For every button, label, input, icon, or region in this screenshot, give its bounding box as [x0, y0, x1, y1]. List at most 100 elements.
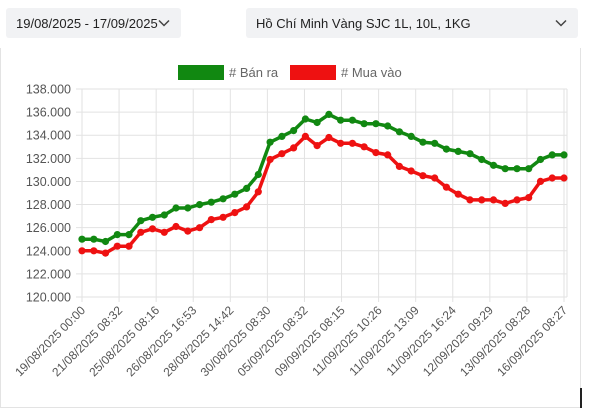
data-point[interactable]	[90, 247, 98, 255]
data-point[interactable]	[466, 150, 474, 158]
data-point[interactable]	[301, 115, 309, 123]
data-point[interactable]	[431, 139, 439, 147]
text-cursor-mark	[580, 388, 582, 408]
data-point[interactable]	[125, 242, 133, 250]
data-point[interactable]	[442, 183, 450, 191]
data-point[interactable]	[431, 174, 439, 182]
data-point[interactable]	[442, 145, 450, 153]
data-point[interactable]	[348, 116, 356, 124]
data-point[interactable]	[219, 213, 227, 221]
data-point[interactable]	[254, 170, 262, 179]
filter-bar: 19/08/2025 - 17/09/2025 Hồ Chí Minh Vàng…	[0, 0, 597, 48]
data-point[interactable]	[278, 150, 286, 158]
data-point[interactable]	[290, 144, 298, 152]
data-point[interactable]	[231, 190, 239, 198]
data-point[interactable]	[301, 132, 309, 140]
data-point[interactable]	[290, 127, 298, 135]
data-point[interactable]	[101, 249, 110, 257]
data-point[interactable]	[466, 196, 474, 204]
data-point[interactable]	[137, 228, 145, 236]
legend-swatch[interactable]	[290, 65, 336, 80]
data-point[interactable]	[513, 196, 521, 204]
data-point[interactable]	[560, 151, 568, 159]
data-point[interactable]	[372, 120, 380, 128]
data-point[interactable]	[536, 177, 545, 185]
data-point[interactable]	[313, 142, 321, 150]
data-point[interactable]	[90, 235, 98, 243]
data-point[interactable]	[395, 162, 403, 170]
date-range-select[interactable]: 19/08/2025 - 17/09/2025	[6, 8, 181, 38]
data-point[interactable]	[254, 188, 262, 196]
legend-label[interactable]: # Bán ra	[229, 65, 279, 80]
data-point[interactable]	[137, 217, 145, 225]
data-point[interactable]	[525, 165, 533, 173]
legend-label[interactable]: # Mua vào	[341, 65, 402, 80]
data-point[interactable]	[525, 194, 533, 202]
data-point[interactable]	[501, 165, 509, 173]
data-point[interactable]	[113, 242, 121, 250]
chart-frame-right	[580, 48, 581, 408]
y-tick-label: 126.000	[26, 221, 71, 235]
data-point[interactable]	[489, 161, 498, 169]
data-point[interactable]	[513, 165, 521, 173]
data-point[interactable]	[478, 196, 486, 204]
data-point[interactable]	[325, 110, 333, 118]
data-point[interactable]	[337, 116, 345, 124]
data-point[interactable]	[160, 211, 168, 219]
data-point[interactable]	[560, 174, 568, 182]
data-point[interactable]	[478, 155, 486, 164]
data-point[interactable]	[196, 201, 204, 209]
data-point[interactable]	[266, 155, 274, 164]
data-point[interactable]	[243, 184, 251, 192]
data-point[interactable]	[207, 216, 215, 224]
data-point[interactable]	[313, 118, 321, 127]
data-point[interactable]	[501, 199, 509, 207]
data-point[interactable]	[78, 235, 86, 243]
data-point[interactable]	[454, 147, 462, 155]
y-tick-label: 124.000	[26, 244, 71, 258]
data-point[interactable]	[395, 128, 403, 136]
data-point[interactable]	[337, 139, 345, 147]
data-point[interactable]	[548, 174, 556, 182]
data-point[interactable]	[148, 213, 157, 221]
data-point[interactable]	[419, 172, 427, 180]
data-point[interactable]	[419, 138, 427, 146]
data-point[interactable]	[278, 132, 286, 140]
data-point[interactable]	[489, 196, 498, 204]
y-axis: 120.000 122.000 124.000 126.000 128.000 130.0…	[26, 83, 71, 305]
data-point[interactable]	[348, 139, 356, 147]
data-point[interactable]	[360, 143, 368, 151]
data-point[interactable]	[184, 204, 192, 212]
data-point[interactable]	[325, 133, 333, 142]
data-point[interactable]	[231, 209, 239, 217]
data-point[interactable]	[536, 155, 545, 164]
data-point[interactable]	[101, 237, 110, 246]
data-point[interactable]	[196, 224, 204, 232]
data-point[interactable]	[125, 231, 133, 239]
legend-swatch[interactable]	[178, 65, 224, 80]
gold-type-select[interactable]: Hồ Chí Minh Vàng SJC 1L, 10L, 1KG	[246, 8, 578, 38]
series-line	[82, 112, 564, 244]
data-point[interactable]	[266, 138, 274, 146]
data-point[interactable]	[384, 151, 392, 159]
data-point[interactable]	[219, 195, 227, 203]
data-point[interactable]	[207, 198, 215, 206]
data-point[interactable]	[454, 190, 462, 198]
data-point[interactable]	[113, 231, 121, 239]
data-point[interactable]	[172, 222, 180, 231]
chart-legend: # Bán ra # Mua vào	[178, 65, 402, 80]
data-point[interactable]	[548, 151, 556, 159]
data-point[interactable]	[172, 204, 180, 212]
data-point[interactable]	[407, 132, 415, 140]
plot-area	[78, 110, 568, 257]
data-point[interactable]	[184, 227, 192, 235]
data-point[interactable]	[360, 120, 368, 128]
data-point[interactable]	[384, 122, 392, 130]
data-point[interactable]	[407, 167, 415, 175]
data-point[interactable]	[148, 225, 157, 233]
data-point[interactable]	[160, 228, 168, 236]
y-tick-label: 128.000	[26, 198, 71, 212]
data-point[interactable]	[243, 203, 251, 211]
data-point[interactable]	[78, 247, 86, 255]
data-point[interactable]	[372, 149, 380, 157]
